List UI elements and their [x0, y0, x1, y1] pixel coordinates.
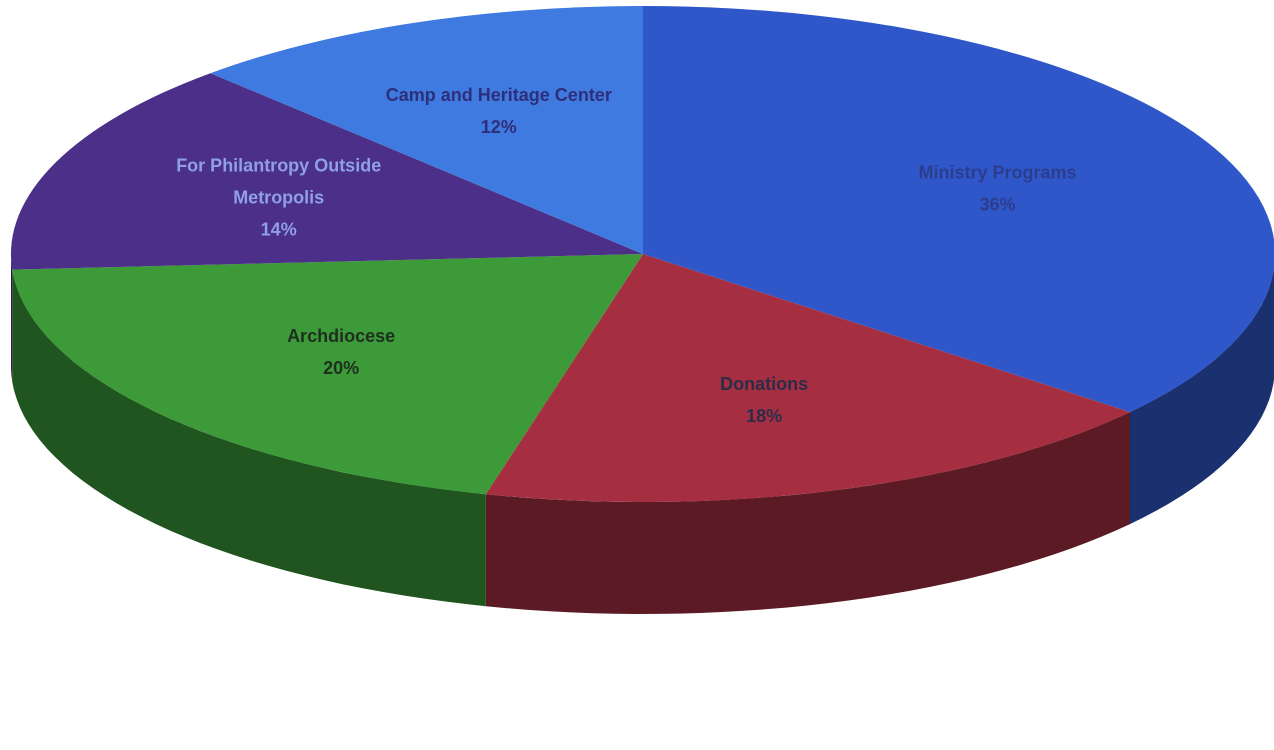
slice-ministry-programs: [643, 6, 1274, 413]
slice-label-text: Archdiocese: [287, 326, 395, 346]
data-label-archdiocese: Archdiocese 20%: [287, 326, 395, 378]
slice-percent-text: 12%: [481, 117, 517, 137]
slice-label-text: Donations: [720, 374, 808, 394]
slice-side-for-philantropy-outside-metropolis: [11, 254, 13, 382]
data-label-for-philantropy-outside-metropolis: For Philantropy Outside Metropolis 14%: [176, 155, 381, 239]
slice-side-ministry-programs: [1130, 267, 1274, 525]
pie-sides: [11, 254, 1274, 614]
slice-side-donations: [485, 412, 1130, 614]
slice-donations: [485, 254, 1130, 503]
slice-label-text: Ministry Programs: [918, 163, 1076, 183]
pie-tops: [10, 6, 1274, 503]
slice-percent-text: 20%: [323, 358, 359, 378]
slice-side-archdiocese: [12, 269, 486, 607]
pie-labels: Ministry Programs 36% Donations 18% Archdioc…: [176, 85, 1076, 426]
data-label-camp-and-heritage-center: Camp and Heritage Center 12%: [386, 85, 612, 137]
slice-archdiocese: [12, 254, 643, 495]
slice-label-text: Camp and Heritage Center: [386, 85, 612, 105]
slice-label-text: For Philantropy Outside: [176, 155, 381, 175]
slice-camp-and-heritage-center: [210, 6, 643, 254]
slice-percent-text: 14%: [261, 219, 297, 239]
slice-percent-text: 36%: [979, 195, 1015, 215]
slice-percent-text: 18%: [746, 406, 782, 426]
data-label-donations: Donations 18%: [720, 374, 808, 426]
slice-for-philantropy-outside-metropolis: [10, 73, 643, 270]
slice-label-text: Metropolis: [233, 187, 324, 207]
data-label-ministry-programs: Ministry Programs 36%: [918, 163, 1076, 215]
